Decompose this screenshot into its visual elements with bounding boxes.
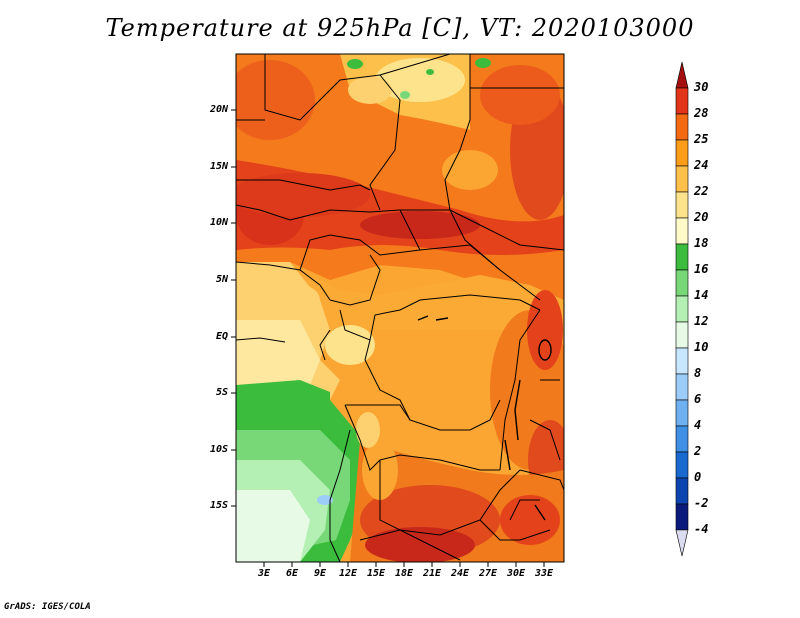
chart-title: Temperature at 925hPa [C], VT: 202010300… — [105, 14, 695, 42]
lon-label: 15E — [366, 568, 386, 579]
lon-label: 27E — [478, 568, 498, 579]
colorbar-label: 25 — [694, 132, 709, 146]
lon-label: 30E — [506, 568, 526, 579]
colorbar-swatch — [675, 503, 689, 531]
colorbar-label: 24 — [694, 158, 709, 172]
colorbar-label: 22 — [694, 184, 709, 198]
axis-ticks — [231, 109, 545, 567]
colorbar-label: 6 — [694, 392, 702, 406]
colorbar-label: 0 — [694, 470, 702, 484]
colorbar-swatch — [675, 243, 689, 271]
colorbar-swatch — [675, 269, 689, 297]
colorbar-swatch — [675, 139, 689, 167]
colorbar-label: 2 — [694, 444, 702, 458]
lon-label: 33E — [534, 568, 554, 579]
colorbar-swatch — [675, 191, 689, 219]
lat-label: EQ — [215, 331, 228, 342]
colorbar-label: 14 — [694, 288, 709, 302]
colorbar-label: 18 — [694, 236, 709, 250]
lon-label: 18E — [394, 568, 414, 579]
colorbar-swatch — [675, 165, 689, 193]
colorbar-label: 8 — [694, 366, 702, 380]
colorbar-swatch — [675, 87, 689, 115]
lat-label: 20N — [209, 104, 228, 115]
lon-label: 6E — [285, 568, 299, 579]
colorbar — [675, 61, 689, 557]
colorbar-swatch — [675, 451, 689, 479]
lakes — [417, 315, 552, 521]
colorbar-label: 28 — [694, 106, 709, 120]
colorbar-swatch — [675, 373, 689, 401]
lat-label: 5N — [215, 274, 228, 285]
lat-label: 10S — [209, 444, 228, 455]
colorbar-swatch — [675, 321, 689, 349]
lon-label: 24E — [450, 568, 470, 579]
colorbar-label: 16 — [694, 262, 709, 276]
colorbar-label: 4 — [694, 418, 702, 432]
lon-label: 21E — [422, 568, 442, 579]
credit-text: GrADS: IGES/COLA — [4, 602, 91, 612]
colorbar-cap-bottom — [675, 529, 689, 557]
lat-label: 10N — [209, 217, 228, 228]
temperature-field — [236, 54, 564, 562]
lat-label: 5S — [215, 387, 228, 398]
colorbar-swatch — [675, 347, 689, 375]
colorbar-label: 12 — [694, 314, 709, 328]
colorbar-swatch — [675, 399, 689, 427]
colorbar-swatch — [675, 113, 689, 141]
country-borders — [236, 54, 564, 562]
colorbar-label: 30 — [694, 80, 709, 94]
lon-label: 3E — [257, 568, 271, 579]
colorbar-label: 10 — [694, 340, 709, 354]
lon-label: 12E — [338, 568, 358, 579]
colorbar-cap-top — [675, 61, 689, 89]
colorbar-swatch — [675, 425, 689, 453]
colorbar-label: 20 — [694, 210, 709, 224]
colorbar-label: -4 — [694, 522, 709, 536]
lat-label: 15N — [209, 161, 228, 172]
colorbar-swatch — [675, 295, 689, 323]
map-frame — [235, 53, 565, 563]
lon-label: 9E — [313, 568, 327, 579]
colorbar-swatch — [675, 477, 689, 505]
colorbar-swatch — [675, 217, 689, 245]
lat-label: 15S — [209, 500, 228, 511]
colorbar-label: -2 — [694, 496, 709, 510]
